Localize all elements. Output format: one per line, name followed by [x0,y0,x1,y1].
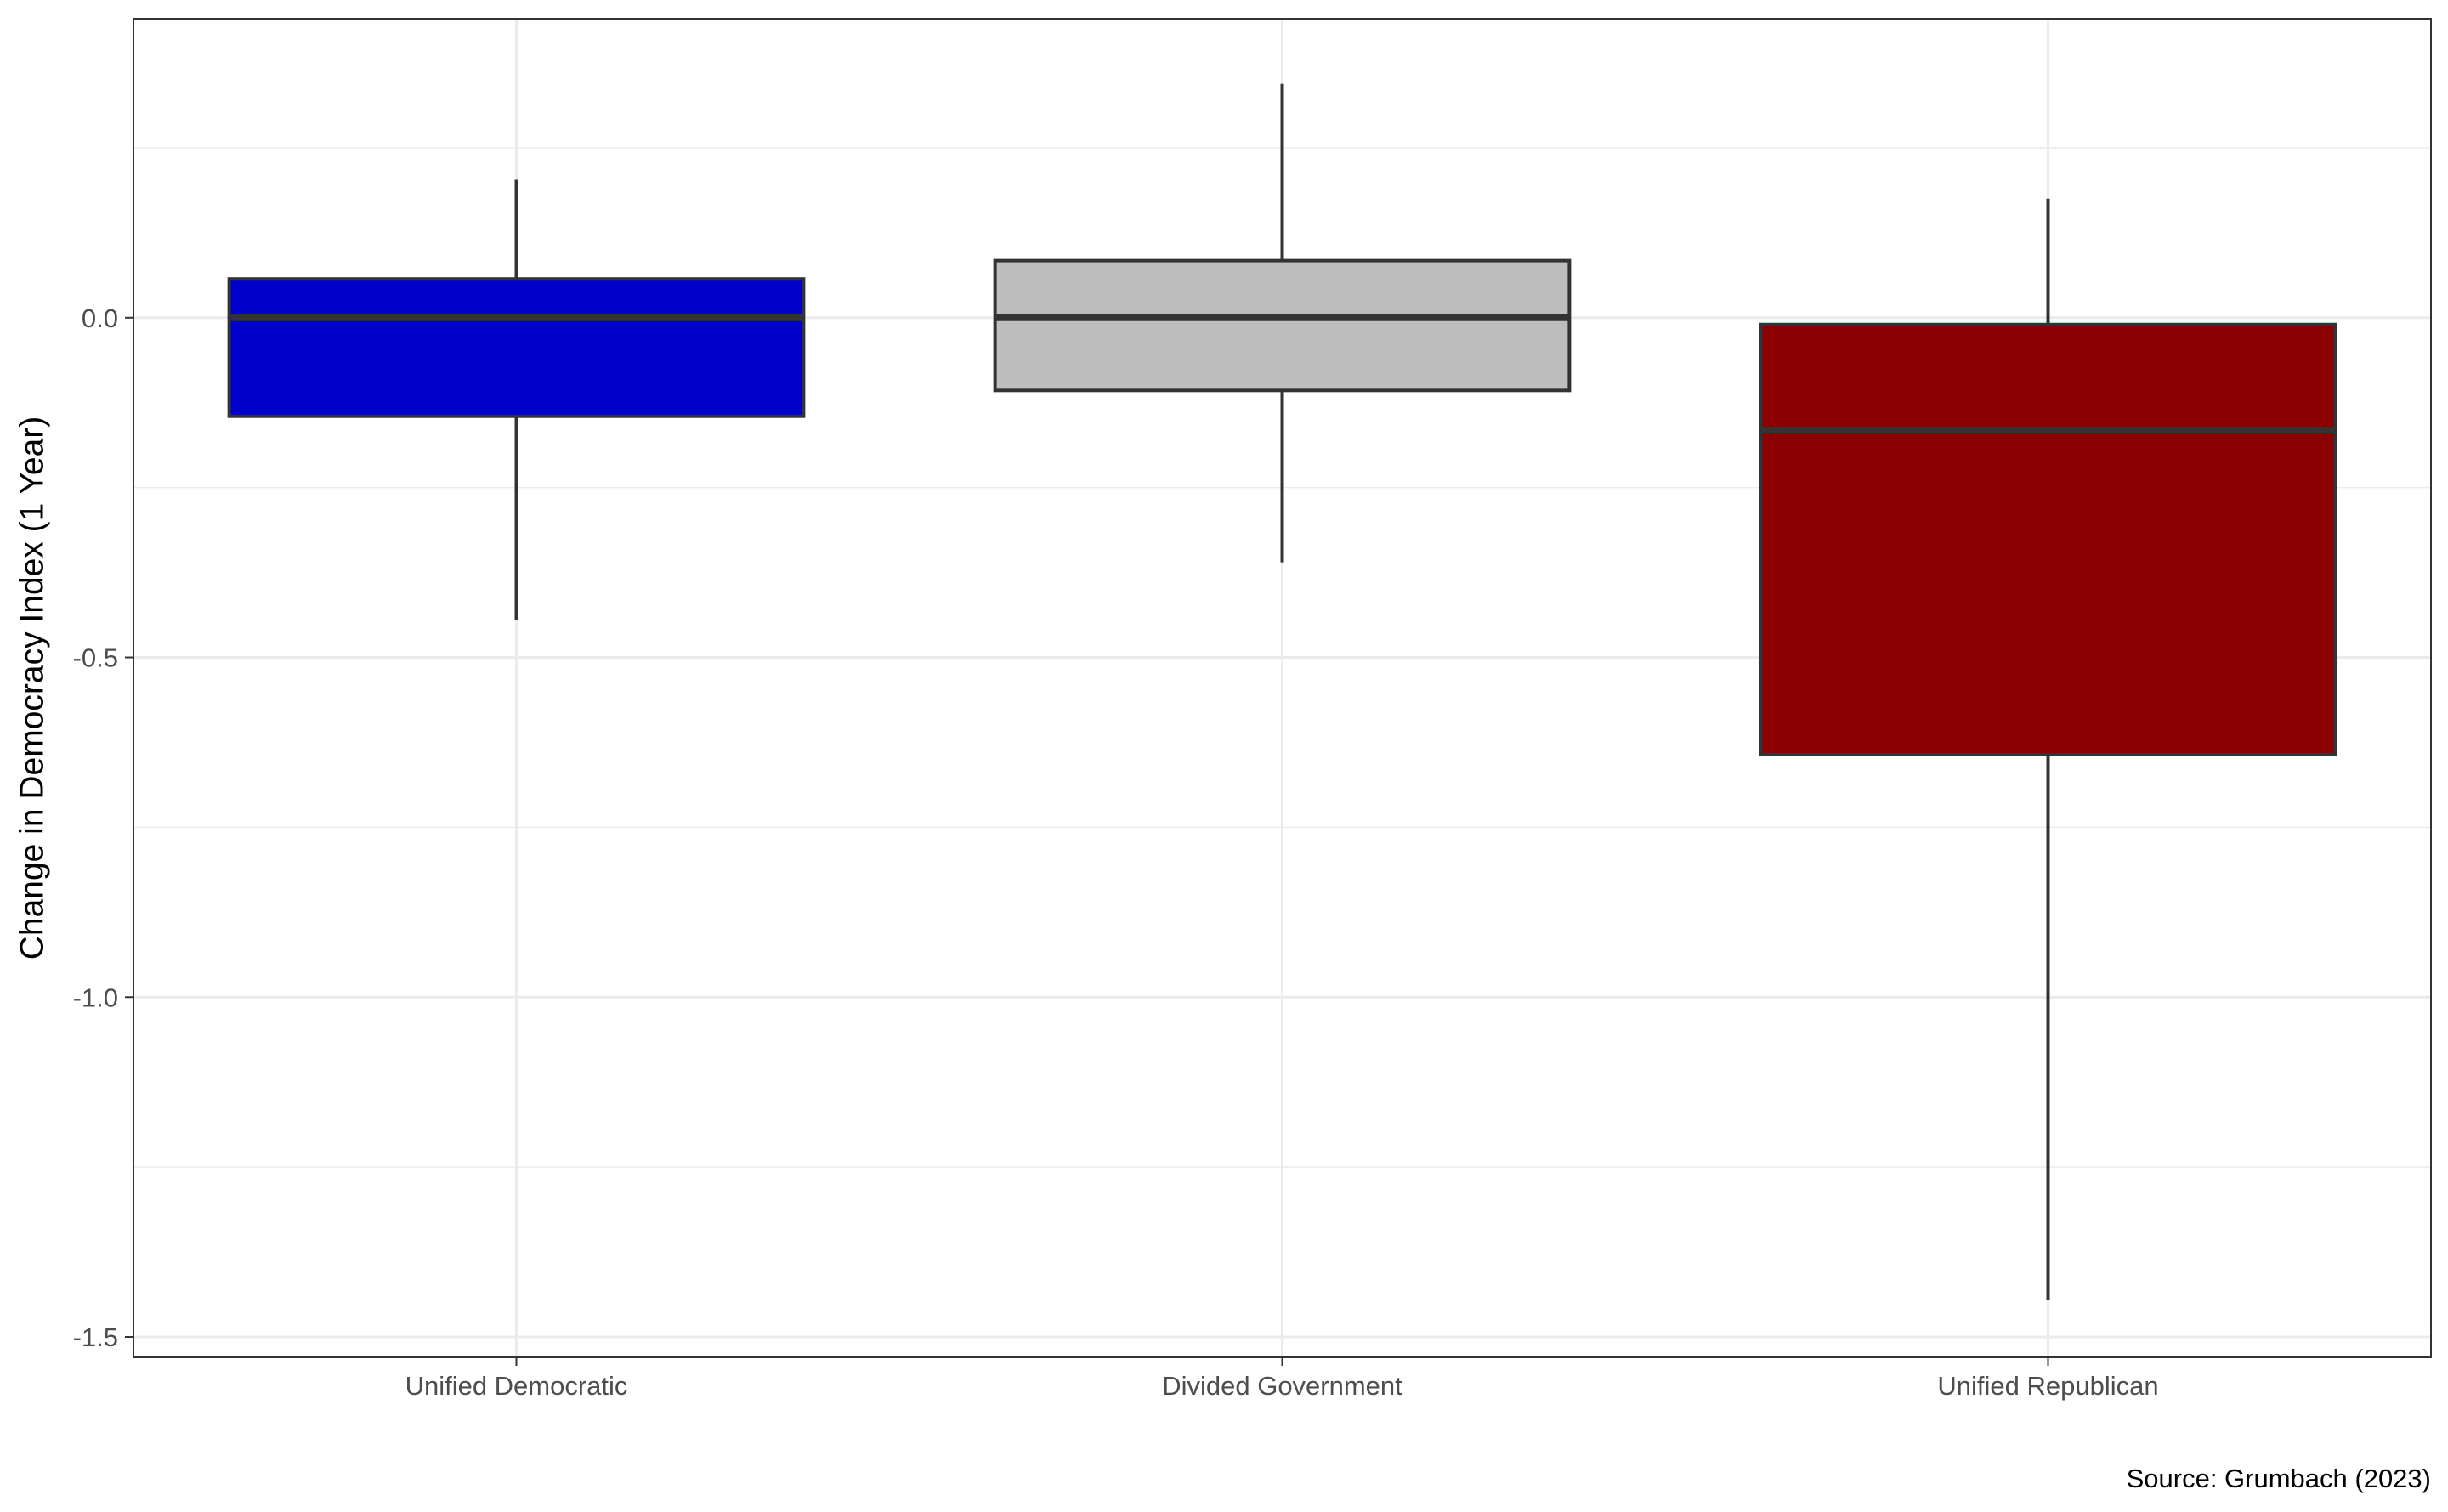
box-unified-republican [1759,198,2338,1300]
x-tick-label: Unified Democratic [405,1371,628,1401]
y-tick-label: -0.5 [73,643,118,673]
y-tick-label: 0.0 [82,303,118,333]
box-body [1759,322,2338,756]
box-series [227,83,2338,1300]
box-body [227,277,806,418]
y-tick-label: -1.0 [73,983,118,1012]
box-body [993,258,1572,393]
source-caption: Source: Grumbach (2023) [2127,1464,2431,1493]
y-axis-title: Change in Democracy Index (1 Year) [14,416,50,960]
x-tick-label: Divided Government [1162,1371,1402,1401]
x-axis-ticks: Unified Democratic Divided Government Unif… [405,1357,2159,1401]
y-tick-label: -1.5 [73,1322,118,1352]
box-divided-government [993,83,1572,563]
y-axis-ticks: 0.0 -0.5 -1.0 -1.5 [73,303,133,1352]
x-tick-label: Unified Republican [1937,1371,2158,1401]
box-unified-democratic [227,179,806,620]
